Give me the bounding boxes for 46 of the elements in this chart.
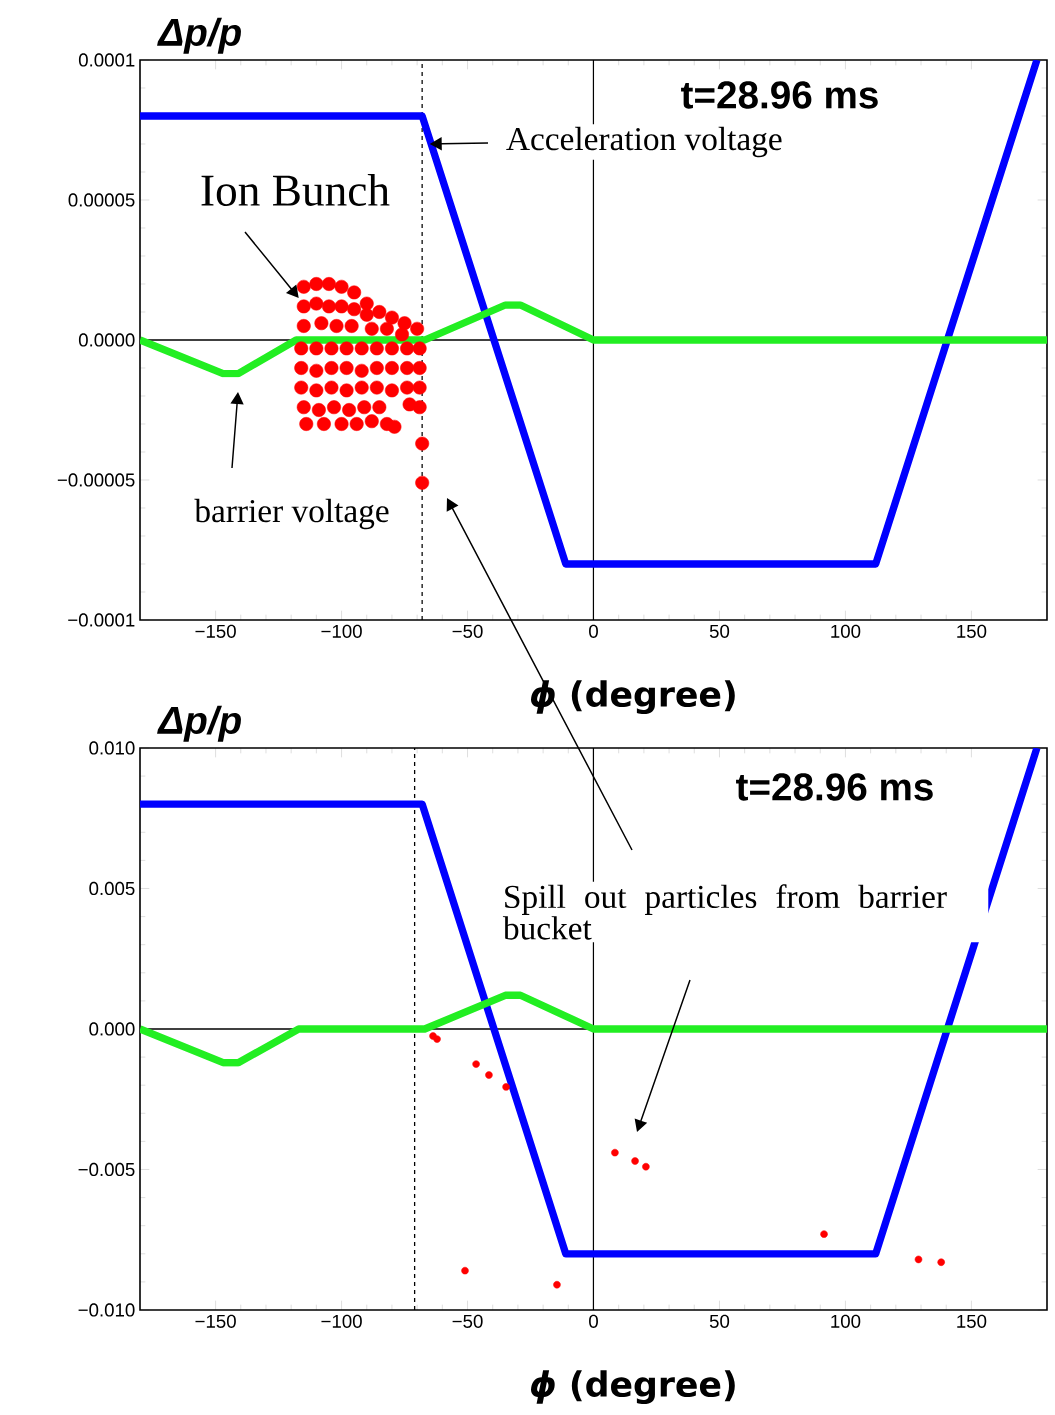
annotation: t=28.96 ms [681, 81, 878, 109]
annotation: barrier voltage [194, 498, 389, 530]
point [472, 1060, 480, 1068]
point [485, 1071, 493, 1079]
x-tick-label: −150 [195, 1314, 236, 1328]
x-tick-label: 0 [589, 1314, 598, 1328]
x-tick-label: 50 [709, 624, 730, 638]
annotation: t=28.96 ms [736, 773, 933, 801]
y-tick-label: −0.005 [78, 1162, 135, 1177]
x-tick-label: −50 [452, 1314, 483, 1328]
y-tick-label: 0.0000 [78, 333, 135, 347]
point [937, 1258, 945, 1266]
y-tick-label: −0.0001 [68, 613, 135, 627]
x-tick-label: −150 [195, 624, 236, 638]
point [611, 1148, 619, 1157]
y-tick-label: 0.005 [89, 881, 135, 896]
point [461, 1266, 469, 1275]
point [631, 1157, 639, 1165]
y-tick-label: 0.0001 [78, 53, 135, 67]
x-tick-label: 0 [589, 624, 598, 638]
y-axis-title: Δp/p [157, 705, 241, 742]
x-tick-label: 100 [831, 1314, 861, 1328]
point [914, 1255, 923, 1264]
x-tick-label: −50 [452, 624, 483, 638]
y-tick-label: −0.010 [78, 1303, 135, 1317]
point [820, 1230, 828, 1238]
point [642, 1162, 650, 1171]
annotation: Spill out particles from barrier bucket [502, 884, 947, 940]
point [553, 1280, 561, 1289]
x-tick-label: 150 [957, 1314, 987, 1328]
y-tick-label: −0.00005 [57, 473, 135, 487]
x-tick-label: 50 [709, 1314, 730, 1328]
annotation: Acceleration voltage [506, 126, 782, 158]
y-tick-label: 0.010 [89, 741, 135, 755]
x-axis-title: ϕ (degree) [531, 1370, 735, 1405]
x-axis-title: ϕ (degree) [531, 680, 735, 715]
annotation: Ion Bunch [201, 174, 390, 206]
x-tick-label: −100 [321, 1314, 362, 1328]
y-axis-title: Δp/p [157, 17, 241, 54]
point [433, 1035, 441, 1043]
x-tick-label: 150 [957, 624, 987, 638]
x-tick-label: 100 [831, 624, 861, 638]
x-tick-label: −100 [321, 624, 362, 638]
point [502, 1083, 510, 1091]
y-tick-label: 0.000 [89, 1022, 135, 1036]
y-tick-label: 0.00005 [68, 193, 135, 207]
